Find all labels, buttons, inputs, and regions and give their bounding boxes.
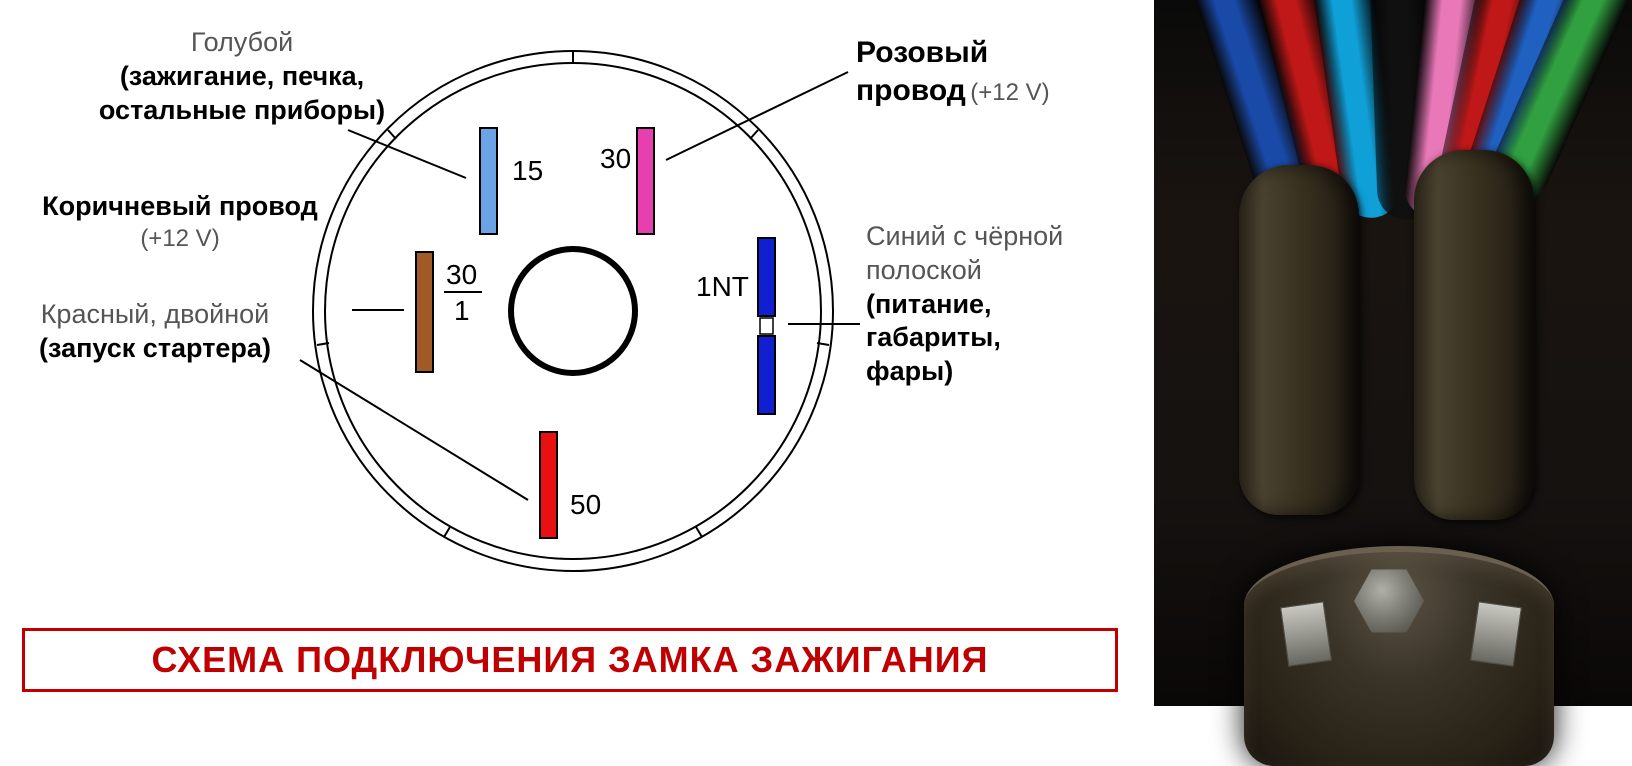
terminal-30-1-num: 30 1: [444, 259, 482, 326]
terminal-15-num: 15: [512, 155, 543, 186]
terminal-30-1: [416, 252, 433, 372]
label-1nt: Синий с чёрной полоской (питание, габари…: [866, 220, 1063, 389]
diagram-title: СХЕМА ПОДКЛЮЧЕНИЯ ЗАМКА ЗАЖИГАНИЯ: [152, 639, 989, 681]
terminal-50-num: 50: [570, 489, 601, 520]
terminal-30-num: 30: [600, 143, 631, 174]
label-15: Голубой (зажигание, печка, остальные при…: [77, 26, 407, 127]
diagram-panel: 15 30 1NT 30 1 50 Голубой (зажигание, пе…: [0, 0, 1154, 706]
label-30-1: Коричневый провод (+12 V): [10, 190, 350, 254]
leader-50: [300, 360, 528, 500]
label-50: Красный, двойной (запуск стартера): [10, 298, 300, 366]
terminal-1nt: [758, 238, 775, 414]
terminal-30: [637, 128, 654, 234]
terminal-15: [480, 128, 497, 234]
center-hub: [511, 249, 635, 373]
wire-sleeve: [1239, 165, 1359, 515]
terminal-1nt-num: 1NT: [696, 271, 749, 302]
connector-tab-left: [1280, 601, 1332, 667]
label-30: Розовый провод (+12 V): [856, 34, 1050, 109]
svg-text:1: 1: [454, 295, 470, 326]
terminal-50: [540, 432, 557, 538]
svg-text:30: 30: [446, 259, 477, 290]
photo-panel: [1154, 0, 1632, 706]
leader-30: [666, 72, 848, 160]
connector-tab-right: [1470, 601, 1522, 667]
wire-sleeve: [1414, 150, 1534, 520]
title-box: СХЕМА ПОДКЛЮЧЕНИЯ ЗАМКА ЗАЖИГАНИЯ: [22, 628, 1118, 692]
